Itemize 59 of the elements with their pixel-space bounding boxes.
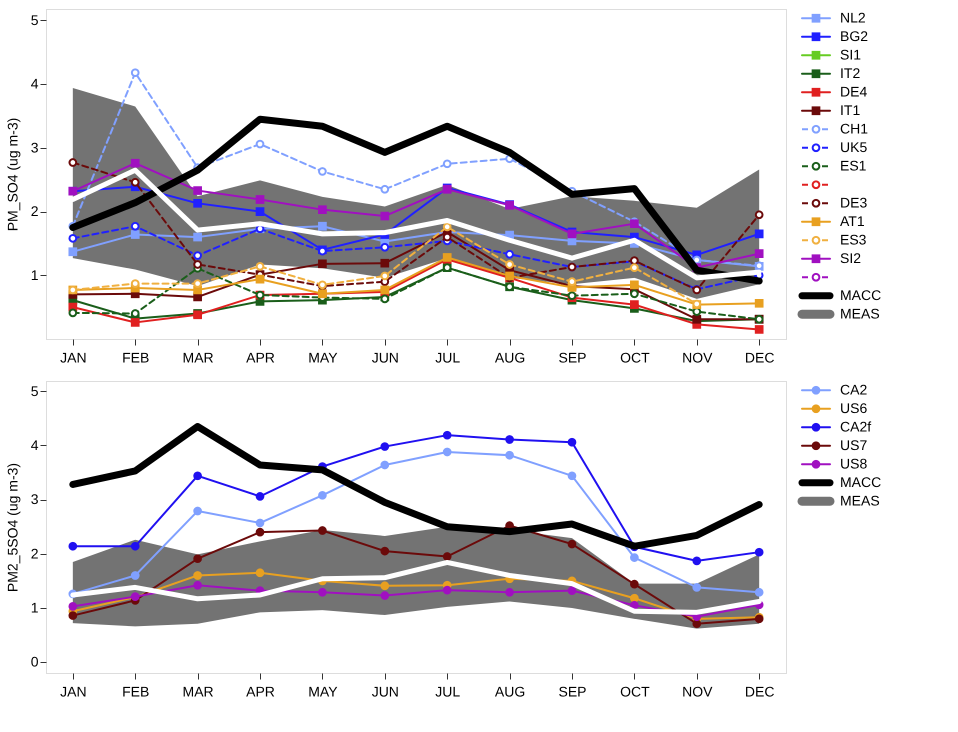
- legend-label: MEAS: [840, 305, 880, 322]
- legend-label: US8: [840, 455, 868, 472]
- x-tick-label: APR: [246, 350, 275, 366]
- y-tick-label: 2: [30, 203, 39, 220]
- x-tick-label: AUG: [494, 684, 526, 700]
- y-tick-label: 5: [30, 382, 39, 399]
- y-tick-label: 0: [30, 654, 39, 670]
- x-tick-label: JUL: [435, 350, 460, 366]
- x-tick-label: APR: [246, 684, 275, 700]
- y-tick-label: 3: [30, 491, 39, 508]
- y-tick-label: 2: [30, 545, 39, 562]
- y-tick-label: 4: [30, 76, 39, 92]
- legend-label: IT2: [840, 64, 860, 81]
- legend-label: MACC: [840, 286, 882, 303]
- legend-label: SI2: [840, 250, 862, 266]
- x-tick-label: OCT: [620, 350, 650, 366]
- legend-label: ES1: [840, 157, 867, 174]
- legend-label: NL2: [840, 9, 866, 26]
- y-tick-label: 5: [30, 12, 39, 28]
- legend-label: CA2f: [840, 418, 872, 434]
- y-axis-title: PM2_5SO4 (ug m-3): [4, 462, 21, 592]
- x-tick-label: DEC: [744, 684, 774, 700]
- legend-label: US7: [840, 436, 868, 453]
- legend-label: IT1: [840, 102, 860, 118]
- y-tick-label: 3: [30, 139, 39, 156]
- x-tick-label: DEC: [744, 350, 774, 366]
- legend-label: ES3: [840, 231, 867, 248]
- y-tick-label: 1: [30, 599, 39, 616]
- legend-label: MEAS: [840, 492, 880, 508]
- x-tick-label: MAR: [182, 350, 214, 366]
- x-tick-label: NOV: [682, 684, 714, 700]
- x-tick-label: AUG: [494, 350, 526, 366]
- x-tick-label: SEP: [558, 350, 586, 366]
- legend-label: US6: [840, 400, 868, 416]
- x-tick-label: JUN: [372, 350, 399, 366]
- x-tick-label: JUL: [435, 684, 460, 700]
- x-tick-label: SEP: [558, 684, 586, 700]
- x-tick-label: NOV: [682, 350, 714, 366]
- x-tick-label: MAY: [308, 350, 338, 366]
- x-tick-label: JAN: [60, 684, 87, 700]
- legend-label: MACC: [840, 474, 882, 490]
- y-axis-title: PM_SO4 (ug m-3): [4, 118, 21, 232]
- legend-label: SI1: [840, 46, 862, 62]
- legend-label: BG2: [840, 28, 868, 44]
- x-tick-label: FEB: [122, 684, 150, 700]
- x-tick-label: MAR: [182, 684, 214, 700]
- x-tick-label: FEB: [122, 350, 150, 366]
- x-tick-label: JAN: [60, 350, 87, 366]
- x-tick-label: JUN: [372, 684, 399, 700]
- legend-label: DE4: [840, 83, 868, 100]
- legend-label: CA2: [840, 381, 868, 398]
- legend-label: DE3: [840, 194, 868, 210]
- y-tick-label: 4: [30, 436, 39, 453]
- legend-label: AT1: [840, 212, 865, 229]
- x-tick-label: OCT: [620, 684, 650, 700]
- legend-label: UK5: [840, 138, 868, 155]
- legend-label: CH1: [840, 120, 868, 136]
- x-tick-label: MAY: [308, 684, 338, 700]
- y-tick-label: 1: [30, 266, 39, 283]
